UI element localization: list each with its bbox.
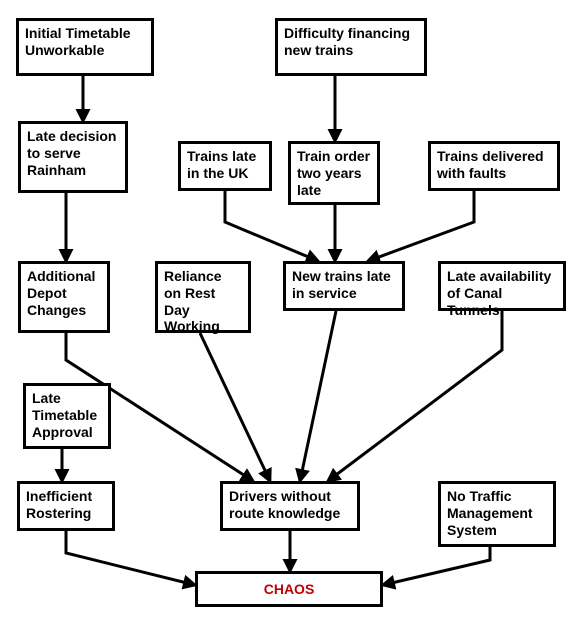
node-no-traffic-mgmt: No Traffic Management System [438, 481, 556, 547]
node-label: Drivers without route knowledge [229, 488, 340, 521]
node-label: No Traffic Management System [447, 488, 533, 538]
edge-trains_faults-to-new_trains_late [368, 191, 474, 261]
node-label: CHAOS [204, 581, 374, 598]
node-late-decision-rainham: Late decision to serve Rainham [18, 121, 128, 193]
node-initial-timetable: Initial Timetable Unworkable [16, 18, 154, 76]
node-label: Difficulty financing new trains [284, 25, 410, 58]
node-label: Additional Depot Changes [27, 268, 95, 318]
node-label: Inefficient Rostering [26, 488, 92, 521]
node-new-trains-late: New trains late in service [283, 261, 405, 311]
edge-reliance_restday-to-drivers_no_route [200, 333, 270, 481]
node-label: Trains delivered with faults [437, 148, 544, 181]
node-label: Reliance on Rest Day Working [164, 268, 222, 334]
node-trains-late-uk: Trains late in the UK [178, 141, 272, 191]
node-inefficient-rostering: Inefficient Rostering [17, 481, 115, 531]
node-label: Late Timetable Approval [32, 390, 97, 440]
node-trains-faults: Trains delivered with faults [428, 141, 560, 191]
edge-inefficient_rostering-to-chaos [66, 531, 195, 585]
edge-new_trains_late-to-drivers_no_route [300, 311, 336, 481]
node-label: Trains late in the UK [187, 148, 256, 181]
node-label: Initial Timetable Unworkable [25, 25, 131, 58]
node-late-canal: Late availability of Canal Tunnels [438, 261, 566, 311]
node-difficulty-financing: Difficulty financing new trains [275, 18, 427, 76]
node-reliance-restday: Reliance on Rest Day Working [155, 261, 251, 333]
node-label: Train order two years late [297, 148, 370, 198]
node-late-approval: Late Timetable Approval [23, 383, 111, 449]
node-additional-depot: Additional Depot Changes [18, 261, 110, 333]
edge-no_traffic_mgmt-to-chaos [383, 547, 490, 585]
node-chaos: CHAOS [195, 571, 383, 607]
flowchart-canvas: Initial Timetable Unworkable Difficulty … [0, 0, 585, 624]
edge-late_canal-to-drivers_no_route [328, 311, 502, 481]
node-train-order-late: Train order two years late [288, 141, 380, 205]
node-label: Late availability of Canal Tunnels [447, 268, 551, 318]
node-label: Late decision to serve Rainham [27, 128, 116, 178]
node-drivers-no-route: Drivers without route knowledge [220, 481, 360, 531]
node-label: New trains late in service [292, 268, 391, 301]
